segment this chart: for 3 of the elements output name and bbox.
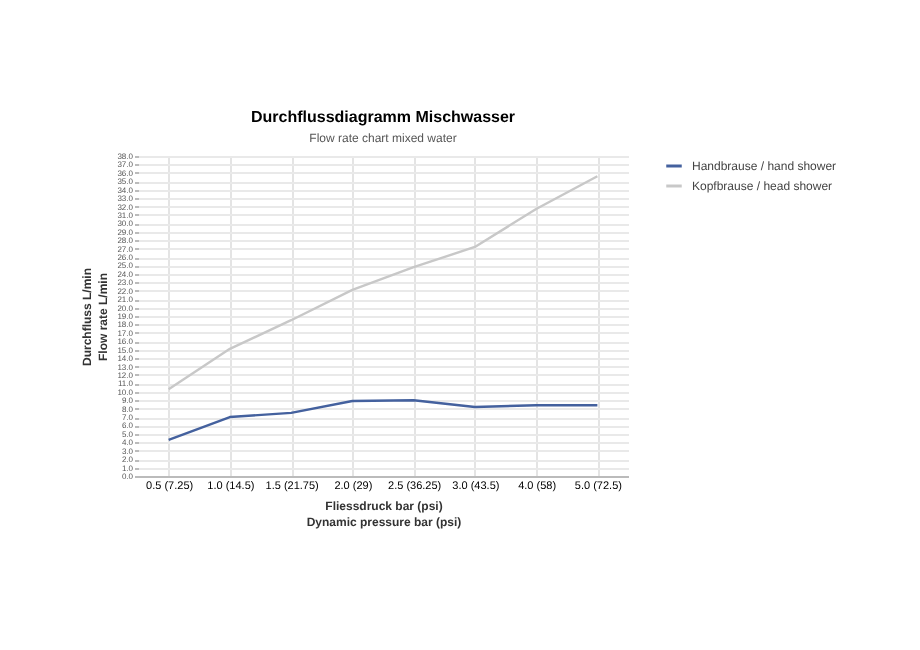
line-series xyxy=(167,175,599,391)
chart-title: Durchflussdiagramm Mischwasser xyxy=(250,108,516,126)
line-series xyxy=(167,399,599,441)
